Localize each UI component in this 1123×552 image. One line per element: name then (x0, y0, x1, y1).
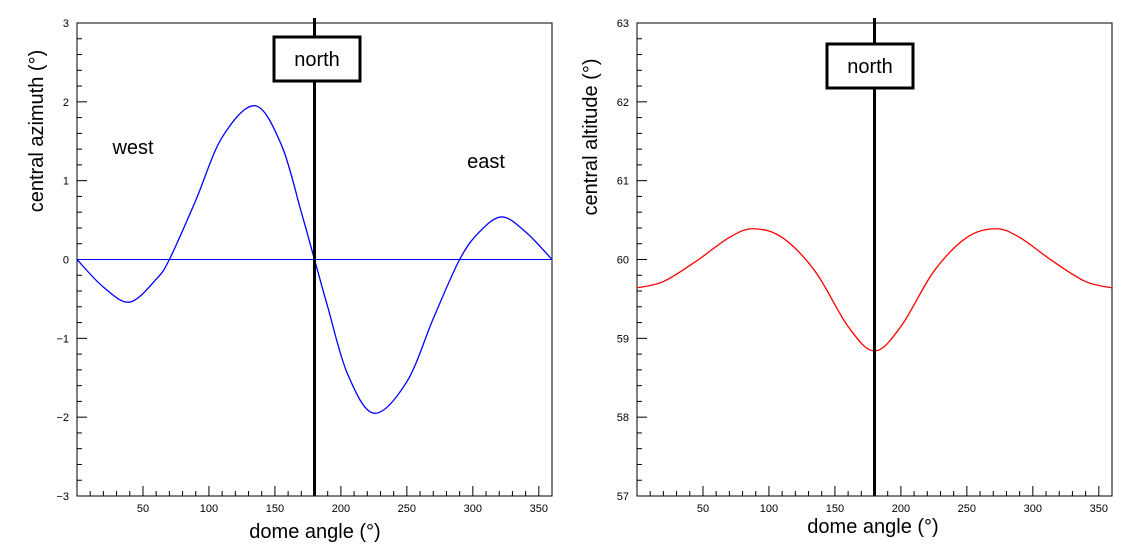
altitude-y-tick-label: 58 (617, 412, 629, 424)
altitude-x-tick-label: 350 (1090, 503, 1108, 515)
azimuth-x-tick-label: 150 (266, 503, 284, 515)
altitude-x-tick-label: 50 (697, 503, 709, 515)
altitude-y-tick-label: 61 (617, 176, 629, 188)
azimuth-north-box (272, 35, 362, 83)
azimuth-x-tick-label: 100 (200, 503, 218, 515)
azimuth-x-tick-label: 300 (464, 503, 482, 515)
azimuth-chart: 50 100 150 200 250 300 350 −3 −2 −1 0 1 2 3 dome angl… (26, 18, 553, 543)
azimuth-y-tick-label: 1 (63, 176, 69, 188)
altitude-x-axis-label: dome angle (°) (807, 516, 938, 538)
azimuth-y-tick-label: −1 (56, 333, 69, 345)
azimuth-x-tick-label: 350 (530, 503, 548, 515)
altitude-chart: 50 100 150 200 250 300 350 57 58 59 60 61 62 63 dome … (580, 18, 1113, 538)
altitude-y-tick-label: 59 (617, 333, 629, 345)
azimuth-y-tick-label: −3 (56, 491, 69, 503)
azimuth-x-tick-label: 200 (332, 503, 350, 515)
azimuth-north-label: north (294, 49, 340, 71)
altitude-y-tick-label: 60 (617, 255, 629, 267)
azimuth-y-tick-label: 2 (63, 97, 69, 109)
azimuth-y-axis-label: central azimuth (°) (26, 50, 48, 213)
altitude-y-axis-label: central altitude (°) (580, 59, 602, 216)
altitude-y-tick-label: 57 (617, 491, 629, 503)
azimuth-x-tick-label: 50 (137, 503, 149, 515)
azimuth-y-tick-label: 3 (63, 18, 69, 30)
annotation-east: east (467, 151, 505, 173)
altitude-x-tick-label: 200 (892, 503, 910, 515)
altitude-x-tick-label: 100 (760, 503, 778, 515)
azimuth-y-tick-label: −2 (56, 412, 69, 424)
altitude-y-tick-label: 62 (617, 97, 629, 109)
altitude-x-tick-label: 150 (826, 503, 844, 515)
azimuth-x-axis-label: dome angle (°) (249, 521, 380, 543)
altitude-y-tick-label: 63 (617, 18, 629, 30)
altitude-x-tick-label: 300 (1024, 503, 1042, 515)
altitude-north-box (825, 42, 915, 90)
azimuth-x-tick-label: 250 (398, 503, 416, 515)
altitude-north-label: north (847, 56, 893, 78)
azimuth-y-tick-label: 0 (63, 255, 69, 267)
altitude-x-tick-label: 250 (958, 503, 976, 515)
annotation-west: west (111, 137, 154, 159)
